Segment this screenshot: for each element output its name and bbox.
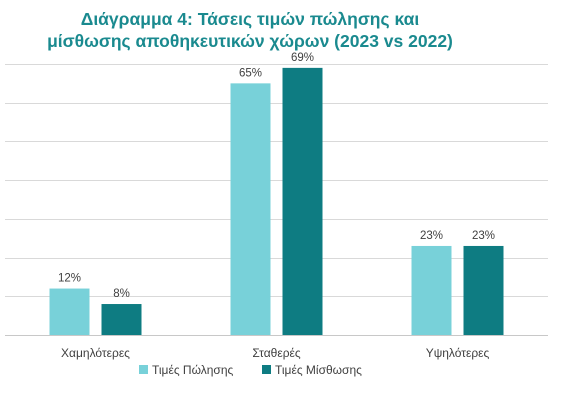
- legend-swatch: [262, 365, 271, 374]
- data-labels: 12% 8% 65% 69% 23% 23%: [58, 52, 495, 300]
- bar-sale-1: [230, 83, 271, 335]
- bar-rent-2: [463, 245, 504, 335]
- data-label: 69%: [291, 52, 314, 64]
- legend-label: Τιμές Πώλησης: [152, 363, 233, 377]
- legend-swatch: [139, 365, 148, 374]
- chart-title-line-2: μίσθωσης αποθηκευτικών χώρων (2023 vs 20…: [47, 31, 453, 51]
- legend: Τιμές Πώλησης Τιμές Μίσθωσης: [139, 363, 362, 377]
- category-axis: Χαμηλότερες Σταθερές Υψηλότερες: [61, 346, 489, 360]
- data-label: 8%: [113, 288, 130, 300]
- bar-rent-1: [282, 67, 323, 335]
- legend-label: Τιμές Μίσθωσης: [275, 363, 362, 377]
- bar-rent-0: [101, 304, 142, 335]
- bar-sale-0: [49, 288, 90, 335]
- bars: [49, 67, 504, 335]
- data-label: 12%: [58, 273, 81, 285]
- data-label: 23%: [420, 230, 443, 242]
- gridlines: [5, 64, 548, 336]
- category-label: Χαμηλότερες: [61, 346, 130, 360]
- category-label: Σταθερές: [252, 346, 301, 360]
- data-label: 23%: [472, 230, 495, 242]
- chart-title-line-1: Διάγραμμα 4: Τάσεις τιμών πώλησης και: [80, 9, 420, 29]
- chart-title: Διάγραμμα 4: Τάσεις τιμών πώλησης και μί…: [0, 8, 500, 52]
- data-label: 65%: [239, 67, 262, 79]
- bar-sale-2: [411, 245, 452, 335]
- category-label: Υψηλότερες: [426, 346, 490, 360]
